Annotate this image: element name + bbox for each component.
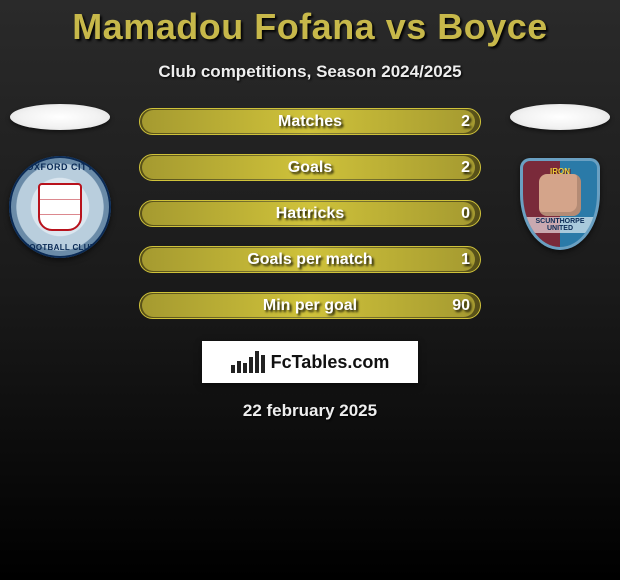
- stat-row-goals-per-match: Goals per match 1: [139, 246, 481, 273]
- logo-bar: [255, 351, 259, 373]
- comparison-card: Mamadou Fofana vs Boyce Club competition…: [0, 0, 620, 580]
- stat-label: Goals per match: [140, 247, 480, 272]
- stat-value-right: 2: [461, 155, 470, 180]
- stat-label: Matches: [140, 109, 480, 134]
- stat-row-min-per-goal: Min per goal 90: [139, 292, 481, 319]
- stat-value-right: 90: [452, 293, 470, 318]
- logo-bar: [261, 355, 265, 373]
- fist-icon: [539, 174, 581, 216]
- stat-row-hattricks: Hattricks 0: [139, 200, 481, 227]
- left-team-column: [8, 104, 112, 258]
- subtitle: Club competitions, Season 2024/2025: [0, 62, 620, 82]
- fctables-logo-text: FcTables.com: [271, 352, 390, 373]
- logo-bar: [249, 357, 253, 373]
- right-team-column: IRON SCUNTHORPE UNITED: [508, 104, 612, 252]
- right-team-crest: IRON SCUNTHORPE UNITED: [510, 156, 610, 252]
- right-flag-ellipse: [510, 104, 610, 130]
- logo-bar: [243, 363, 247, 373]
- stat-value-right: 1: [461, 247, 470, 272]
- left-team-crest: [9, 156, 111, 258]
- scunthorpe-shield-icon: IRON SCUNTHORPE UNITED: [520, 158, 600, 250]
- page-title: Mamadou Fofana vs Boyce: [0, 0, 620, 48]
- stat-label: Goals: [140, 155, 480, 180]
- stat-value-right: 0: [461, 201, 470, 226]
- scunthorpe-banner-text: SCUNTHORPE UNITED: [523, 217, 597, 233]
- stat-label: Hattricks: [140, 201, 480, 226]
- chart-bars-icon: [231, 351, 265, 373]
- stat-row-matches: Matches 2: [139, 108, 481, 135]
- oxford-shield-icon: [38, 183, 82, 231]
- logo-bar: [231, 365, 235, 373]
- fctables-logo: FcTables.com: [202, 341, 418, 383]
- stat-label: Min per goal: [140, 293, 480, 318]
- stat-row-goals: Goals 2: [139, 154, 481, 181]
- stat-value-right: 2: [461, 109, 470, 134]
- logo-bar: [237, 361, 241, 373]
- date-text: 22 february 2025: [0, 401, 620, 421]
- left-flag-ellipse: [10, 104, 110, 130]
